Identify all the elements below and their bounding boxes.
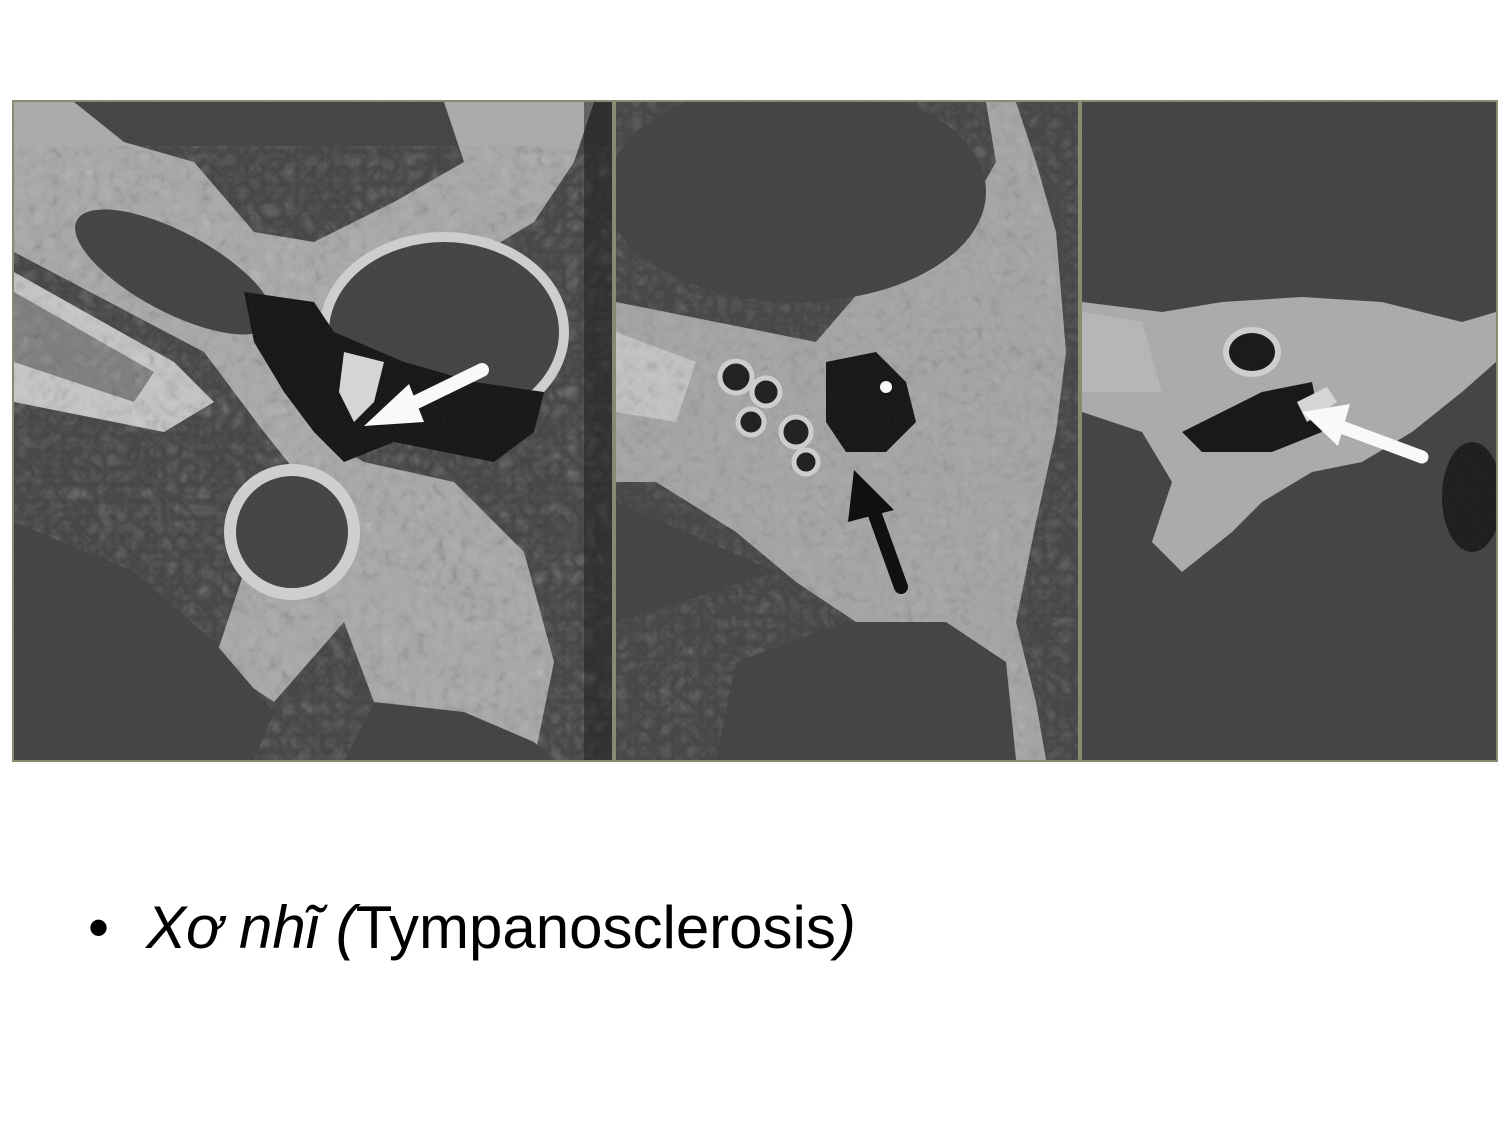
ct-panel-sagittal (1082, 102, 1496, 760)
ct-scan-image (14, 102, 612, 760)
ct-image-figure (12, 100, 1498, 762)
caption-italic-prefix: Xơ nhĩ ( (146, 894, 356, 961)
ct-panel-axial (14, 102, 612, 760)
caption-bullet-item: • Xơ nhĩ (Tympanosclerosis) (88, 888, 856, 968)
ct-scan-image (1082, 102, 1496, 760)
ct-scan-image (616, 102, 1078, 760)
ct-panel-coronal (616, 102, 1078, 760)
bullet-icon: • (88, 894, 110, 961)
caption-term: Tympanosclerosis (355, 894, 836, 961)
caption-italic-suffix: ) (835, 894, 856, 961)
